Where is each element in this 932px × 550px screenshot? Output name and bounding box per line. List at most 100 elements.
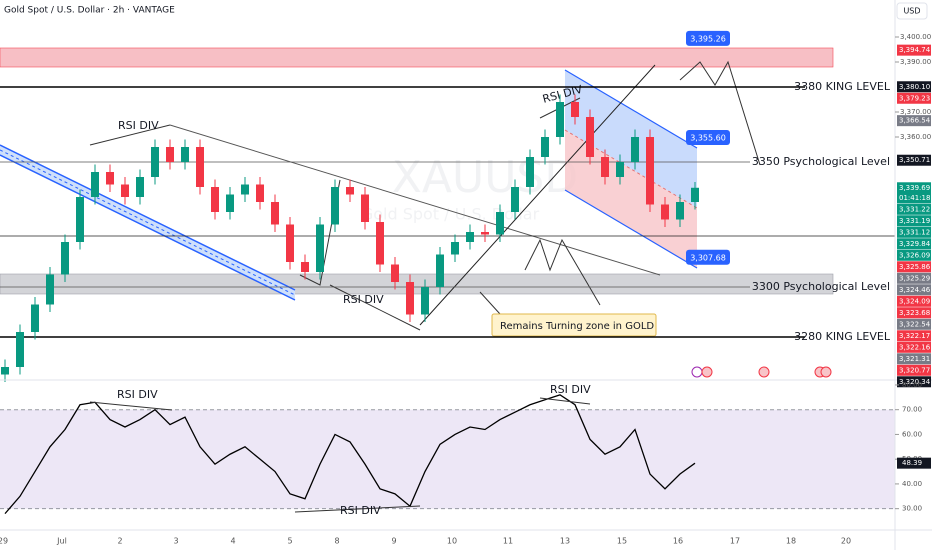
candle-body <box>256 184 264 202</box>
x-tick-label: 5 <box>287 537 292 546</box>
callout-label: 3,355.60 <box>690 134 726 143</box>
price-tag <box>897 364 931 376</box>
price-tag <box>897 115 931 127</box>
candle-body <box>691 187 699 202</box>
price-tag <box>897 307 931 319</box>
price-tag <box>897 330 931 342</box>
x-tick-label: 17 <box>730 537 740 546</box>
price-tag <box>897 238 931 250</box>
x-tick-label: 20 <box>841 537 851 546</box>
candle-body <box>316 224 324 272</box>
price-tag-label: 3,322.54 <box>899 320 931 328</box>
candle-body <box>481 232 489 235</box>
candle-body <box>406 282 414 315</box>
candle-body <box>181 147 189 162</box>
rsi-tick-label: 40.00 <box>902 480 922 488</box>
price-tag <box>897 215 931 227</box>
candle-body <box>631 137 639 162</box>
band-line <box>0 144 296 291</box>
candle-body <box>526 157 534 187</box>
price-tag-label: 3,324.46 <box>899 286 931 294</box>
candle-body <box>376 222 384 265</box>
candle-body <box>31 304 39 332</box>
candle-body <box>136 177 144 197</box>
x-tick-label: 16 <box>673 537 683 546</box>
price-tag <box>897 92 931 104</box>
price-tag-label: 3,339.69 <box>899 184 930 192</box>
candle-body <box>211 187 219 212</box>
level-label: 3280 KING LEVEL <box>794 330 891 343</box>
rsi-tick-label: 60.00 <box>902 430 922 438</box>
candle-body <box>601 157 609 177</box>
price-tag <box>897 226 931 238</box>
trend-line <box>169 124 661 276</box>
note: Remains Turning zone in GOLD <box>500 321 654 332</box>
candle-body <box>661 204 669 220</box>
event-icon[interactable] <box>691 366 703 378</box>
candle-body <box>436 254 444 287</box>
div-line <box>294 505 421 513</box>
path-arrow <box>679 60 761 166</box>
y-tick-label: 3,390.00 <box>900 58 931 66</box>
x-tick-label: 8 <box>334 537 339 546</box>
price-tag-label: 3,322.17 <box>899 332 930 340</box>
candle-body <box>106 172 114 185</box>
rsi-tick-label: 70.00 <box>902 406 922 414</box>
rsi-line <box>4 394 696 515</box>
candle-body <box>1 367 9 375</box>
event-icon[interactable] <box>701 366 713 378</box>
price-tag-label: 3,380.10 <box>899 83 930 91</box>
candle-body <box>451 242 459 255</box>
candle-body <box>241 184 249 195</box>
candle-body <box>676 202 684 220</box>
candle-body <box>166 147 174 162</box>
rsi-tag-label: 48.39 <box>902 459 922 467</box>
callout-label: 3,395.26 <box>690 34 726 43</box>
price-tag-label: 3,323.68 <box>899 309 930 317</box>
channel-line <box>564 69 698 149</box>
band-line <box>0 154 296 301</box>
callout-box <box>686 249 730 265</box>
candle-body <box>61 242 69 275</box>
candle-body <box>91 172 99 197</box>
currency[interactable]: USD <box>903 7 920 16</box>
candle-body <box>361 194 369 222</box>
event-icon[interactable] <box>758 366 770 378</box>
currency-button[interactable] <box>896 2 928 20</box>
price-tag-label: 3,379.23 <box>899 94 930 102</box>
price-tag <box>897 318 931 330</box>
price-tag-label: 3,320.77 <box>899 366 930 374</box>
candle-body <box>76 197 84 242</box>
price-tag-label: 3,322.16 <box>899 343 931 351</box>
rsi-tick-label: 80.00 <box>902 381 922 389</box>
price-tag-label: 3,331.22 <box>899 205 930 213</box>
div-line <box>329 284 421 331</box>
x-tick-label: Jul <box>56 537 67 546</box>
candle-body <box>16 332 24 367</box>
event-icon[interactable] <box>820 366 832 378</box>
level-label: 3300 Psychological Level <box>752 280 890 293</box>
price-tag-label: 3,325.29 <box>899 274 930 282</box>
price-tag-label: 3,350.71 <box>899 156 930 164</box>
annotation: RSI DIV <box>343 293 384 306</box>
div-line <box>89 124 171 146</box>
price-tag <box>897 284 931 296</box>
price-tag-label: 3,320.34 <box>899 378 931 386</box>
div-line <box>89 401 173 411</box>
candle-body <box>556 102 564 137</box>
candle-body <box>346 187 354 195</box>
y-tick-label: 3,360.00 <box>900 133 931 141</box>
callout-label: 3,307.68 <box>690 253 726 262</box>
price-tag <box>897 203 931 215</box>
level-label: 3350 Psychological Level <box>752 155 890 168</box>
candle-body <box>391 264 399 282</box>
candle-body <box>46 274 54 305</box>
price-tag <box>897 249 931 261</box>
price-tag <box>897 272 931 284</box>
price-tag-label: 3,394.74 <box>899 46 931 54</box>
candle-body <box>616 162 624 177</box>
candle-body <box>271 202 279 225</box>
x-tick-label: 3 <box>173 537 178 546</box>
x-tick-label: 2 <box>117 537 122 546</box>
